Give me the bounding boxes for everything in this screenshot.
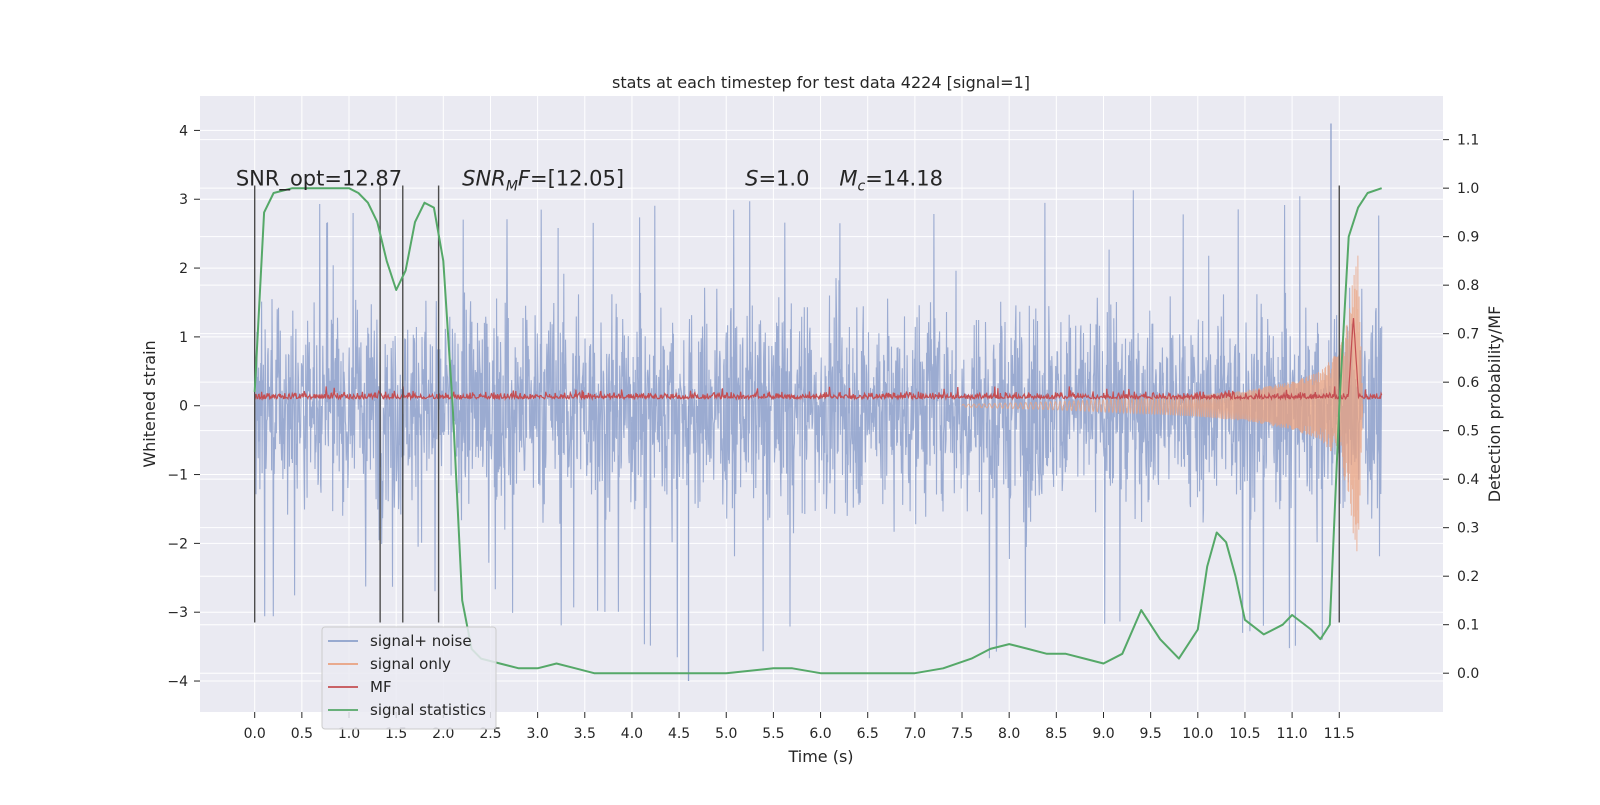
y-tick-label: 0: [179, 399, 188, 415]
y2-tick-label: 0.2: [1457, 569, 1479, 585]
x-tick-label: 0.5: [291, 726, 313, 742]
mf-trace: [254, 318, 1383, 402]
annotation-part: F: [518, 166, 531, 190]
y2-axis-label: Detection probability/MF: [1485, 306, 1504, 503]
x-tick-label: 5.0: [715, 726, 737, 742]
x-tick-label: 8.5: [1045, 726, 1067, 742]
x-tick-label: 9.5: [1140, 726, 1162, 742]
y-tick-label: 1: [179, 330, 188, 346]
y-tick-label: −3: [167, 605, 188, 621]
annotation: S=1.0: [745, 166, 809, 190]
x-tick-label: 1.5: [385, 726, 407, 742]
x-tick-label: 6.0: [809, 726, 831, 742]
chart-title: stats at each timestep for test data 422…: [612, 73, 1030, 92]
annotation: SNRMF=[12.05]: [462, 166, 624, 194]
y2-tick-label: 0.0: [1457, 666, 1479, 682]
y-tick-label: −1: [167, 468, 188, 484]
annotation-part: M: [506, 178, 518, 194]
annotation-part: S: [745, 166, 758, 190]
x-tick-label: 4.5: [668, 726, 690, 742]
x-tick-label: 2.0: [432, 726, 454, 742]
y-axis-label: Whitened strain: [140, 340, 159, 467]
x-tick-label: 11.0: [1277, 726, 1308, 742]
x-tick-label: 3.5: [574, 726, 596, 742]
annotation-part: =[12.05]: [530, 166, 624, 190]
annotations: SNR_opt=12.87 SNRMF=[12.05] S=1.0 Mc=14.18: [236, 166, 943, 194]
legend-label: signal+ noise: [370, 632, 472, 650]
legend-label: MF: [370, 678, 392, 696]
y-tick-label: 2: [179, 261, 188, 277]
x-tick-label: 4.0: [621, 726, 643, 742]
y-tick-label: −2: [167, 536, 188, 552]
series-signal-statistics: [253, 187, 1383, 675]
x-tick-label: 11.5: [1324, 726, 1355, 742]
legend: signal+ noise signal only MF signal statist…: [321, 626, 497, 730]
y2-tick-label: 1.1: [1457, 133, 1479, 149]
x-tick-label: 3.0: [526, 726, 548, 742]
y2-tick-label: 1.0: [1457, 181, 1479, 197]
annotation: Mc=14.18: [839, 166, 943, 194]
x-ticks: 0.0 0.5 1.0 1.5 2.0 2.5 3.0 3.5 4.0 4.5 5.0 5.5 6.0 6…: [244, 712, 1355, 742]
signal-statistics-line: [253, 187, 1383, 675]
x-tick-label: 5.5: [762, 726, 784, 742]
y-tick-label: 4: [179, 123, 188, 139]
y2-tick-label: 0.7: [1457, 327, 1479, 343]
x-tick-label: 2.5: [479, 726, 501, 742]
x-axis-label: Time (s): [787, 747, 853, 766]
y-tick-label: 3: [179, 192, 188, 208]
y2-tick-label: 0.6: [1457, 375, 1479, 391]
annotation-part: =14.18: [865, 166, 943, 190]
x-tick-label: 10.0: [1182, 726, 1213, 742]
x-tick-label: 1.0: [338, 726, 360, 742]
signal-noise-trace: [254, 190, 1383, 659]
y-ticks: −4 −3 −2 −1 0 1 2 3 4: [167, 123, 200, 690]
series-signal-noise: [254, 123, 1383, 682]
series-signal-only: [961, 255, 1364, 552]
annotation-part: =1.0: [758, 166, 809, 190]
x-tick-label: 8.0: [998, 726, 1020, 742]
y2-tick-label: 0.5: [1457, 424, 1479, 440]
series-mf: [254, 318, 1383, 402]
x-tick-label: 7.0: [904, 726, 926, 742]
x-tick-label: 10.5: [1229, 726, 1260, 742]
x-tick-label: 0.0: [244, 726, 266, 742]
annotation-part: SNR: [462, 166, 506, 190]
y2-ticks: 0.0 0.1 0.2 0.3 0.4 0.5 0.6 0.7 0.8 0.9 1.0 1.1: [1443, 133, 1479, 682]
y2-tick-label: 0.8: [1457, 278, 1479, 294]
annotation: SNR_opt=12.87: [236, 166, 402, 191]
y2-tick-label: 0.4: [1457, 472, 1479, 488]
legend-box: [321, 626, 497, 730]
y2-tick-label: 0.3: [1457, 521, 1479, 537]
signal-only-trace: [961, 255, 1364, 552]
annotation-part: c: [858, 178, 866, 194]
y-tick-label: −4: [167, 674, 188, 690]
x-tick-label: 6.5: [857, 726, 879, 742]
y2-tick-label: 0.1: [1457, 618, 1479, 634]
annotation-part: M: [839, 166, 857, 190]
y2-tick-label: 0.9: [1457, 230, 1479, 246]
x-tick-label: 9.0: [1092, 726, 1114, 742]
legend-label: signal statistics: [370, 701, 486, 719]
legend-label: signal only: [370, 655, 451, 673]
x-tick-label: 7.5: [951, 726, 973, 742]
